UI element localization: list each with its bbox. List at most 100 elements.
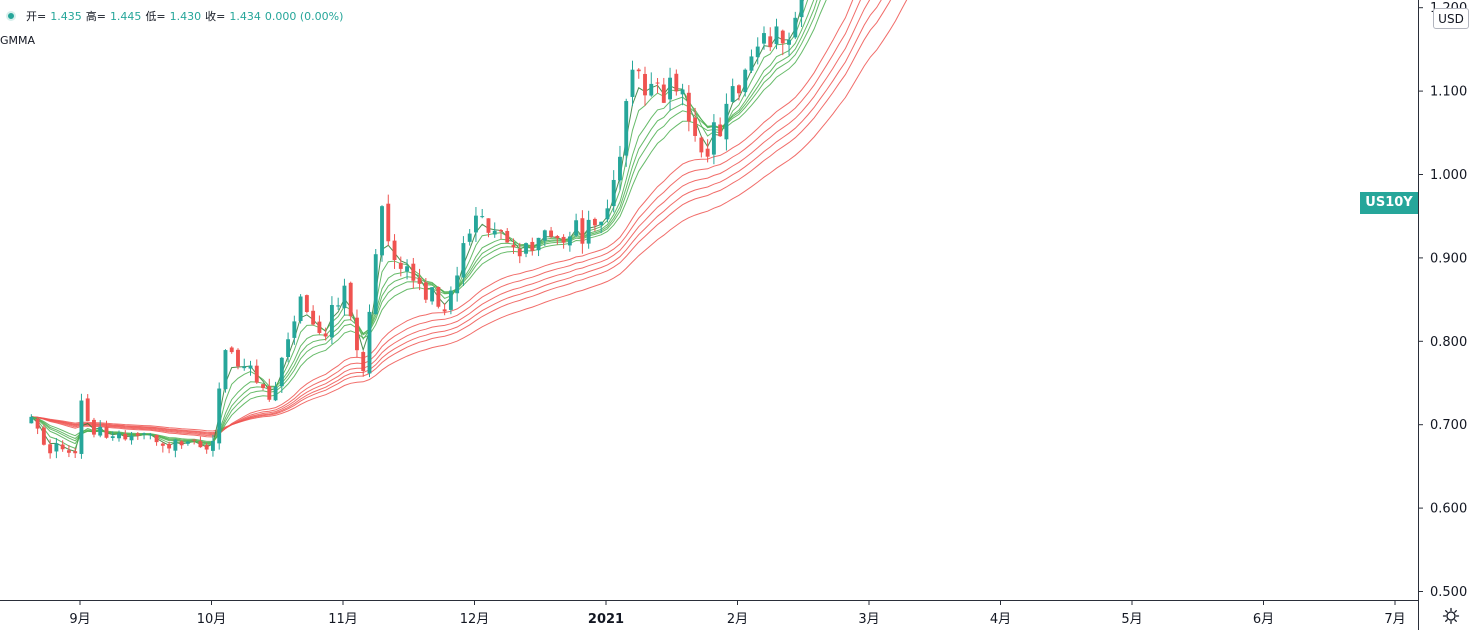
candle [705,139,710,163]
x-tick-label: 6月 [1253,612,1274,627]
candle-body [192,439,197,441]
candle [248,360,253,376]
candle [273,381,278,402]
gmma-long-ema-35 [31,0,862,437]
candle-body [567,236,572,246]
candle [423,278,428,304]
candle [536,237,541,257]
candle-body [304,295,309,312]
candle [799,0,804,28]
candle [711,114,716,165]
candle-body [367,311,372,374]
x-tick-label: 12月 [460,612,490,627]
candle [574,213,579,238]
candle-body [85,398,90,422]
candle [361,350,366,377]
candle [649,72,654,97]
low-label: 低= [145,10,166,23]
candle-body [618,156,622,181]
candle-body [248,365,253,369]
candle-body [242,366,247,369]
candle [780,29,785,56]
candle [173,438,178,458]
candle [329,296,334,345]
candle-body [179,441,184,446]
x-tick-label: 2月 [727,612,748,627]
candle-body [605,208,610,220]
candle [29,414,34,424]
candle [486,218,491,238]
candle [298,294,303,324]
candle-body [524,243,528,254]
candle-body [586,219,591,244]
candle-body [442,309,447,312]
candle-body [173,439,178,451]
candle-body [530,241,535,251]
currency-button[interactable]: USD [1433,8,1469,29]
candle [743,68,748,97]
y-tick-label: 1.000 [1430,168,1467,183]
gear-icon[interactable] [1441,606,1461,626]
candle-body [624,101,629,156]
gmma-short-ema-12 [31,0,821,444]
candle [323,327,328,341]
x-tick-label: 4月 [990,612,1011,627]
candle-body [718,124,723,137]
candle-body [254,365,259,383]
candle [524,242,528,258]
candle [317,315,322,335]
candle-body [423,282,428,300]
candle [198,436,203,448]
candle [467,229,472,246]
candle-body [486,218,491,233]
candle-body [799,0,804,18]
candle [586,210,591,249]
x-tick-label: 11月 [328,612,358,627]
high-value: 1.445 [109,9,142,23]
y-tick-label: 0.700 [1430,418,1467,433]
candle-body [317,321,322,333]
candle-body [711,122,716,155]
candle-body [730,86,735,102]
candle-body [511,244,516,248]
candle [680,83,685,106]
candle-body [110,436,115,439]
candle [66,445,71,458]
x-tick-label: 2021 [588,612,624,627]
candle-body [261,384,265,388]
candle [461,236,466,286]
candle-body [54,443,59,452]
candle [104,420,109,439]
candle-body [405,266,410,272]
gmma-long-group [31,0,908,438]
candle [605,199,610,223]
candle-body [411,263,416,281]
candle-body [636,69,641,72]
y-tick-label: 0.500 [1430,585,1467,600]
candle [480,208,485,219]
candle-body [655,82,660,84]
candle-body [361,352,366,371]
candle-body [793,17,798,38]
candle [686,85,691,132]
candle-body [467,233,472,242]
candle [436,286,441,309]
candle [636,68,641,79]
gmma-long-ema-50 [31,0,892,434]
gmma-long-ema-45 [31,0,882,435]
candle [661,77,666,104]
study-label[interactable]: GMMA [0,34,36,47]
candle-body [574,220,579,236]
gmma-long-ema-30 [31,0,854,438]
candle-body [517,248,522,257]
candle-body [724,103,729,140]
candle [517,242,522,264]
candle-body [549,230,554,237]
candle-body [380,206,384,256]
candle-body [768,36,773,48]
candle-body [599,221,604,226]
candle [279,356,284,394]
candle [204,442,209,454]
